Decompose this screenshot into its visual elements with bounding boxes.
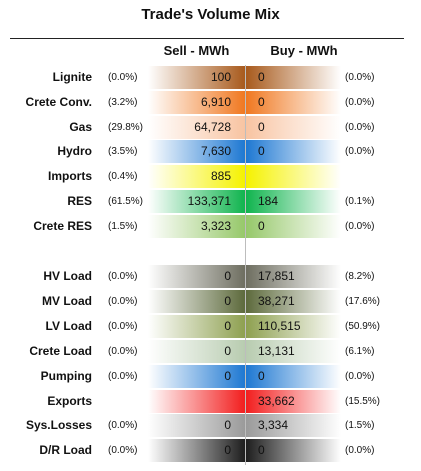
table-row: Crete Load (0.0%) 0 13,131 (6.1%): [0, 339, 421, 364]
buy-value-cell: 0: [246, 439, 341, 463]
sell-percent: (0.0%): [108, 345, 138, 357]
row-label: LV Load: [45, 318, 92, 333]
sell-value-cell: 0: [148, 289, 245, 313]
buy-percent: (0.0%): [345, 445, 375, 457]
buy-column-header: Buy - MWh: [270, 43, 338, 58]
buy-percent: (6.1%): [345, 345, 375, 357]
sell-percent: (0.0%): [108, 295, 138, 307]
sell-value-cell: 133,371: [148, 190, 245, 213]
buy-percent: (1.5%): [345, 420, 375, 432]
table-row: Sys.Losses (0.0%) 0 3,334 (1.5%): [0, 413, 421, 438]
sell-percent: (61.5%): [108, 196, 144, 207]
row-label: Crete Load: [29, 343, 92, 358]
sell-value-cell: 64,728: [148, 115, 245, 139]
buy-percent: (0.0%): [345, 220, 375, 232]
buy-value-cell: 0: [246, 115, 341, 139]
sell-percent: (0.0%): [108, 271, 138, 282]
sell-column-header: Sell - MWh: [163, 43, 230, 58]
row-label: Gas: [69, 119, 92, 134]
buy-value-cell: [246, 165, 341, 189]
row-label: Sys.Losses: [25, 418, 92, 433]
buy-value-cell: 3,334: [246, 414, 341, 438]
sell-value-cell: 0: [148, 265, 245, 288]
sell-percent: (0.0%): [108, 72, 138, 83]
sell-value-cell: 3,323: [148, 214, 245, 238]
sell-value-cell: 0: [148, 414, 245, 438]
buy-value-cell: 0: [246, 140, 341, 164]
table-row: LV Load (0.0%) 0 110,515 (50.9%): [0, 314, 421, 339]
sell-value-cell: 0: [148, 314, 245, 338]
table-row: Pumping (0.0%) 0 0 (0.0%): [0, 364, 421, 389]
row-label: Pumping: [40, 368, 92, 383]
sell-value-cell: [148, 389, 245, 413]
buy-percent: (50.9%): [345, 320, 381, 332]
sell-percent: (0.0%): [108, 445, 138, 457]
buy-percent: (0.0%): [345, 72, 375, 83]
buy-value-cell: 0: [246, 66, 341, 89]
sell-value-cell: 0: [148, 364, 245, 388]
sell-percent: (3.5%): [108, 146, 138, 158]
buy-percent: (15.5%): [345, 395, 381, 407]
row-label: Imports: [47, 169, 92, 184]
table-row: MV Load (0.0%) 0 38,271 (17.6%): [0, 289, 421, 314]
sell-percent: (1.5%): [108, 220, 138, 232]
row-label: MV Load: [42, 293, 92, 308]
table-row: Hydro (3.5%) 7,630 0 (0.0%): [0, 139, 421, 164]
buy-percent: (0.0%): [345, 121, 375, 133]
buy-percent: (0.0%): [345, 370, 375, 382]
sell-value-cell: 0: [148, 439, 245, 463]
buy-percent: (0.0%): [345, 96, 375, 108]
buy-value-cell: 33,662: [246, 389, 341, 413]
buy-value-cell: 13,131: [246, 339, 341, 363]
table-row: HV Load (0.0%) 0 17,851 (8.2%): [0, 264, 421, 289]
chart-title: Trade's Volume Mix: [141, 6, 280, 23]
row-label: D/R Load: [39, 443, 92, 458]
sell-value-cell: 885: [148, 165, 245, 189]
row-label: Lignite: [52, 70, 92, 84]
buy-percent: (17.6%): [345, 295, 381, 307]
table-row: Lignite (0.0%) 100 0 (0.0%): [0, 65, 421, 90]
buy-value-cell: 184: [246, 190, 341, 213]
row-label: HV Load: [43, 269, 92, 283]
buy-percent: (8.2%): [345, 271, 375, 282]
table-row: Crete RES (1.5%) 3,323 0 (0.0%): [0, 214, 421, 239]
table-row: D/R Load (0.0%) 0 0 (0.0%): [0, 438, 421, 463]
table-row: Gas (29.8%) 64,728 0 (0.0%): [0, 115, 421, 140]
buy-percent: (0.1%): [345, 196, 375, 207]
title-rule: [10, 38, 404, 39]
sell-value-cell: 7,630: [148, 140, 245, 164]
row-label: RES: [67, 194, 92, 208]
row-label: Hydro: [57, 144, 92, 159]
buy-value-cell: 0: [246, 364, 341, 388]
buy-value-cell: 0: [246, 214, 341, 238]
sell-percent: (0.4%): [108, 171, 138, 183]
table-row: Imports (0.4%) 885: [0, 164, 421, 189]
sell-percent: (0.0%): [108, 420, 138, 432]
sell-percent: (3.2%): [108, 96, 138, 108]
sell-percent: (0.0%): [108, 370, 138, 382]
sell-value-cell: 6,910: [148, 90, 245, 114]
table-row: Crete Conv. (3.2%) 6,910 0 (0.0%): [0, 90, 421, 115]
sell-percent: (29.8%): [108, 121, 144, 133]
buy-percent: (0.0%): [345, 146, 375, 158]
buy-value-cell: 17,851: [246, 265, 341, 288]
buy-value-cell: 0: [246, 90, 341, 114]
table-row: Exports 33,662 (15.5%): [0, 389, 421, 414]
sell-value-cell: 100: [148, 66, 245, 89]
row-label: Crete Conv.: [25, 94, 92, 109]
row-label: Crete RES: [33, 218, 92, 233]
table-row: RES (61.5%) 133,371 184 (0.1%): [0, 189, 421, 214]
sell-value-cell: 0: [148, 339, 245, 363]
buy-value-cell: 110,515: [246, 314, 341, 338]
buy-value-cell: 38,271: [246, 289, 341, 313]
sell-percent: (0.0%): [108, 320, 138, 332]
center-divider: [245, 65, 246, 465]
row-label: Exports: [47, 393, 92, 408]
